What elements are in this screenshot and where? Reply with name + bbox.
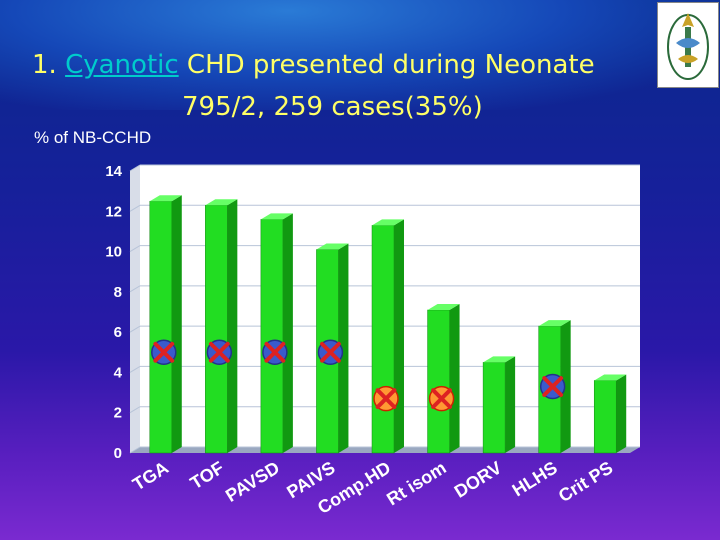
bar-top (316, 243, 349, 250)
crest-icon (667, 13, 709, 80)
x-tick-label: DORV (451, 457, 505, 501)
y-axis-label: % of NB-CCHD (34, 128, 152, 147)
marker-x-stroke (542, 376, 564, 397)
bar-side (616, 374, 627, 453)
y-tick-label: 6 (114, 324, 122, 341)
gridline-depth (129, 446, 141, 454)
slide-title: 1. Cyanotic CHD presented during Neonate (32, 50, 652, 80)
gridline-depth (129, 325, 141, 333)
plot-side-wall (130, 165, 140, 453)
y-tick-label: 4 (114, 364, 123, 381)
y-tick-label: 10 (105, 244, 122, 261)
bar-side (338, 243, 349, 453)
marker-x-stroke (375, 388, 397, 410)
bar (205, 204, 228, 454)
gridline-depth (129, 245, 141, 253)
x-tick-label: PAVSD (222, 457, 283, 505)
bar-top (538, 320, 571, 327)
bar (371, 225, 395, 454)
marker-x-stroke (431, 388, 452, 410)
gridline-depth (129, 406, 141, 414)
marker-x-stroke (264, 341, 286, 363)
bar (482, 362, 506, 454)
bar-top (149, 195, 182, 202)
bar (593, 380, 617, 454)
title-cyanotic: Cyanotic (65, 50, 179, 80)
marker-x-stroke (208, 341, 230, 363)
title-background (0, 0, 720, 110)
x-tick-label: Rt isom (383, 457, 450, 509)
bar-side (282, 213, 293, 453)
slide-subtitle: 795/2, 259 cases(35%) (182, 92, 483, 122)
bar-top (427, 303, 460, 310)
y-tick-label: 0 (114, 445, 122, 462)
institution-logo (657, 2, 719, 88)
bar-top (594, 374, 627, 381)
marker-x-stroke (320, 341, 341, 363)
gridline-depth (129, 204, 141, 212)
x-tick-label: Crit PS (555, 457, 616, 506)
marker-x-stroke (153, 341, 175, 363)
bar-side (171, 195, 182, 453)
title-rest: CHD presented during Neonate (186, 50, 595, 80)
x-tick-label: TGA (129, 457, 172, 494)
bar-side (394, 219, 404, 453)
gridline-depth (129, 365, 141, 373)
bar-top (372, 219, 404, 226)
gridline-depth (129, 285, 141, 293)
bar (260, 219, 284, 454)
gridline-depth (129, 164, 141, 172)
y-tick-label: 8 (114, 284, 122, 301)
bar-side (227, 199, 238, 453)
x-tick-label: HLHS (509, 457, 561, 500)
bar-side (449, 303, 460, 453)
y-tick-label: 2 (114, 405, 122, 422)
bar (149, 200, 173, 454)
bar-top (205, 199, 238, 206)
x-tick-label: TOF (187, 457, 228, 493)
y-tick-label: 12 (105, 203, 122, 220)
bar-side (505, 356, 516, 453)
bar-top (260, 213, 293, 220)
y-tick-label: 14 (105, 163, 122, 180)
bar-top (483, 356, 516, 363)
title-number: 1. (32, 50, 57, 80)
bar (427, 309, 450, 454)
bar-side (560, 320, 571, 453)
